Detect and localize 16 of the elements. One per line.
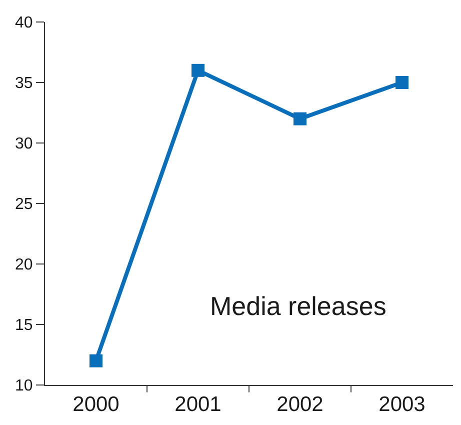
y-tick-label: 10 [15, 378, 33, 395]
point [192, 64, 204, 77]
point [294, 112, 306, 126]
y-tick-label: 25 [15, 196, 33, 214]
y-tick-label: 35 [15, 75, 33, 92]
point [90, 354, 102, 368]
x-tick-label: 2001 [174, 393, 222, 416]
point [396, 76, 408, 89]
x-tick-label: 2003 [378, 393, 426, 416]
x-tick-label: 2000 [72, 393, 120, 416]
y-tick-label: 20 [15, 256, 33, 274]
y-tick-label: 15 [15, 317, 33, 334]
y-tick-label: 40 [15, 14, 33, 32]
text: Media releases [210, 291, 386, 321]
y-tick-label: 30 [15, 136, 33, 153]
x-tick-label: 2002 [276, 393, 324, 416]
